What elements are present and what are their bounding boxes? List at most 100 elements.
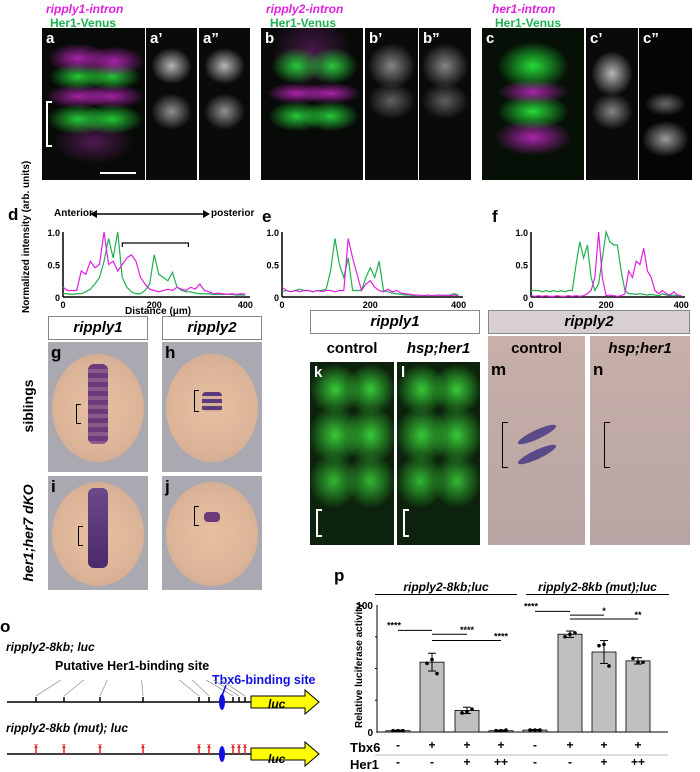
bracket [76, 404, 81, 424]
x-tick-label: 400 [451, 300, 466, 310]
panel-label-a-prime: a’ [150, 30, 163, 47]
x-tick-label: 400 [674, 300, 689, 310]
data-point [636, 660, 640, 664]
reporter-label-a: Her1-Venus [50, 16, 117, 30]
panel-label-b-prime: b’ [369, 30, 383, 47]
y-tick-label: 0.5 [266, 261, 279, 271]
mutation-x-icon: x [141, 743, 145, 750]
panel-label-h: h [165, 343, 176, 362]
tbx6-condition: - [396, 738, 400, 752]
mutation-x-icon: x [207, 743, 211, 750]
magenta-profile-line [530, 231, 682, 297]
data-point [573, 631, 577, 635]
x-tick-label: 400 [238, 300, 253, 310]
y-tick-label: 0.5 [47, 261, 60, 271]
y-tick-label: 0 [367, 728, 373, 739]
scale-bar [100, 172, 136, 174]
panel-label-i: i [51, 477, 56, 496]
panel-label-p: p [334, 566, 345, 585]
data-point [460, 711, 464, 715]
header-hsp-her1-l: hsp;her1 [406, 340, 471, 357]
header-control-m: control [511, 340, 562, 357]
tbx6-condition: + [566, 738, 573, 752]
image-panel-i: i [48, 476, 148, 590]
luc-label-mut: luc [268, 752, 286, 766]
panel-label-a-double-prime: a” [203, 30, 219, 47]
mutation-x-icon: x [243, 743, 247, 750]
data-point [607, 664, 611, 668]
probe-label-b: ripply2-intron [266, 2, 344, 16]
leader-line [212, 680, 240, 697]
data-point [465, 709, 469, 714]
tbx6-condition: + [497, 738, 504, 752]
y-tick-label: 1.0 [266, 228, 279, 238]
row-label-dko: her1;her7 dKO [20, 484, 36, 582]
significance-label: * [602, 606, 606, 616]
data-point [641, 660, 645, 664]
bracket [194, 390, 199, 412]
data-point [568, 632, 572, 637]
bracket [194, 506, 199, 526]
data-point [391, 728, 395, 733]
reporter-label-b: Her1-Venus [270, 16, 337, 30]
data-point [631, 656, 635, 661]
column-header-ripply1: ripply1 [48, 316, 148, 340]
tbx6-binding-site [219, 694, 225, 710]
magenta-profile-line [62, 231, 246, 296]
data-point [602, 642, 606, 647]
panel-label-b-double-prime: b” [423, 30, 440, 47]
bar [419, 661, 445, 733]
image-panel-a-double-prime: a” [199, 28, 250, 180]
image-panel-a: a [42, 28, 145, 180]
image-panel-c-prime: c’ [586, 28, 638, 180]
row-label-tbx6: Tbx6 [350, 740, 381, 755]
panel-label-o: o [0, 617, 11, 636]
bracket [121, 242, 190, 247]
header-ripply2-mn: ripply2 [488, 310, 690, 334]
posterior-label: posterior [211, 208, 255, 219]
her1-condition: - [430, 755, 434, 769]
panel-label-g: g [51, 343, 62, 362]
data-point [538, 728, 542, 732]
image-panel-b-double-prime: b” [419, 28, 471, 180]
data-point [504, 728, 508, 732]
y-tick-label: 0 [55, 293, 60, 303]
bar [625, 660, 651, 733]
image-panel-b-prime: b’ [365, 28, 418, 180]
panel-label-a: a [46, 30, 55, 47]
green-profile-line [281, 238, 459, 297]
image-panel-j: j [162, 476, 262, 590]
tbx6-binding-site [219, 746, 225, 762]
luc-arrow [250, 688, 320, 716]
panel-label-n: n [593, 360, 604, 379]
tbx6-condition: + [428, 738, 435, 752]
magenta-profile-line [281, 238, 459, 297]
probe-label-a: ripply1-intron [46, 2, 124, 16]
mutation-x-icon: x [197, 743, 201, 750]
y-tick-label: 0 [274, 293, 279, 303]
image-panel-c: c [482, 28, 584, 180]
her1-condition: - [533, 755, 537, 769]
panel-label-c-prime: c’ [590, 30, 603, 47]
x-tick-label: 200 [147, 300, 162, 310]
bracket [403, 509, 409, 537]
mutation-x-icon: x [34, 743, 38, 750]
data-point [435, 671, 439, 676]
mutation-x-icon: x [62, 743, 66, 750]
header-control-k: control [326, 340, 378, 357]
data-point [597, 643, 601, 648]
tbx6-condition: + [463, 738, 470, 752]
mutation-x-icon: x [237, 743, 241, 750]
significance-label: **** [494, 632, 509, 642]
leader-line [99, 680, 108, 697]
bracket [604, 422, 610, 468]
panel-label-l: l [401, 364, 406, 381]
axis-direction-arrow [90, 210, 210, 218]
her1-condition: + [463, 755, 470, 769]
bar [557, 633, 583, 733]
group-label-mut: ripply2-8kb (mut);luc [526, 580, 669, 595]
reporter-label-c: Her1-Venus [495, 16, 562, 30]
data-point [401, 728, 405, 733]
y-tick-label: 100 [356, 601, 373, 612]
